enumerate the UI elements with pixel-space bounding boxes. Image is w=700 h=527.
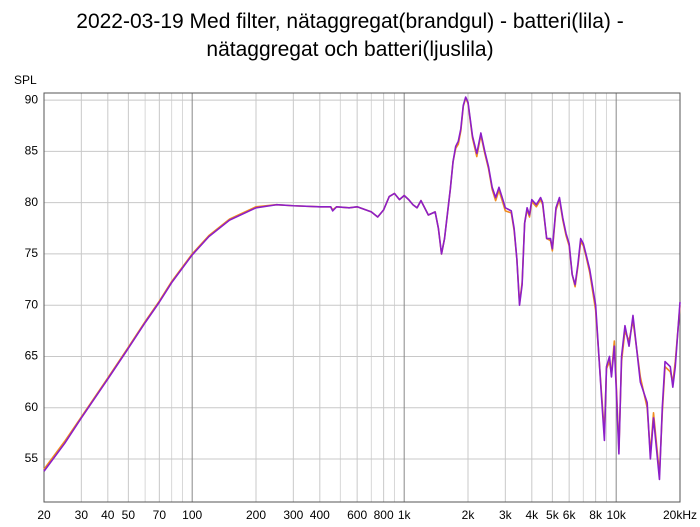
- x-tick-label: 40: [101, 508, 115, 522]
- x-tick-label: 2k: [462, 508, 476, 522]
- x-tick-label: 5k: [546, 508, 560, 522]
- y-tick-label: 60: [25, 400, 39, 414]
- y-tick-label: 90: [25, 92, 39, 106]
- plot-border: [43, 92, 681, 503]
- y-tick-label: 75: [25, 246, 39, 260]
- x-tick-label: 300: [283, 508, 303, 522]
- x-tick-label: 20: [37, 508, 51, 522]
- x-tick-label: 4k: [525, 508, 539, 522]
- y-tick-label: 70: [25, 297, 39, 311]
- series-line: [43, 96, 681, 481]
- x-tick-label: 600: [347, 508, 367, 522]
- x-tick-label: 100: [182, 508, 202, 522]
- y-tick-label: 55: [25, 451, 39, 465]
- x-tick-label: 400: [310, 508, 330, 522]
- x-tick-label: 20kHz: [663, 508, 697, 522]
- x-tick-label: 10k: [607, 508, 627, 522]
- x-tick-label: 6k: [563, 508, 577, 522]
- x-tick-label: 70: [153, 508, 167, 522]
- x-tick-label: 200: [246, 508, 266, 522]
- x-tick-label: 8k: [589, 508, 603, 522]
- plot-area: [44, 93, 680, 502]
- y-axis-label: SPL: [14, 73, 37, 87]
- x-tick-label: 3k: [499, 508, 513, 522]
- y-tick-label: 80: [25, 195, 39, 209]
- x-tick-label: 800: [374, 508, 394, 522]
- y-tick-label: 85: [25, 144, 39, 158]
- x-tick-label: 30: [75, 508, 89, 522]
- chart-title: 2022-03-19 Med filter, nätaggregat(brand…: [76, 10, 624, 61]
- y-tick-label: 65: [25, 349, 39, 363]
- x-tick-label: 1k: [398, 508, 412, 522]
- x-tick-label: 50: [122, 508, 136, 522]
